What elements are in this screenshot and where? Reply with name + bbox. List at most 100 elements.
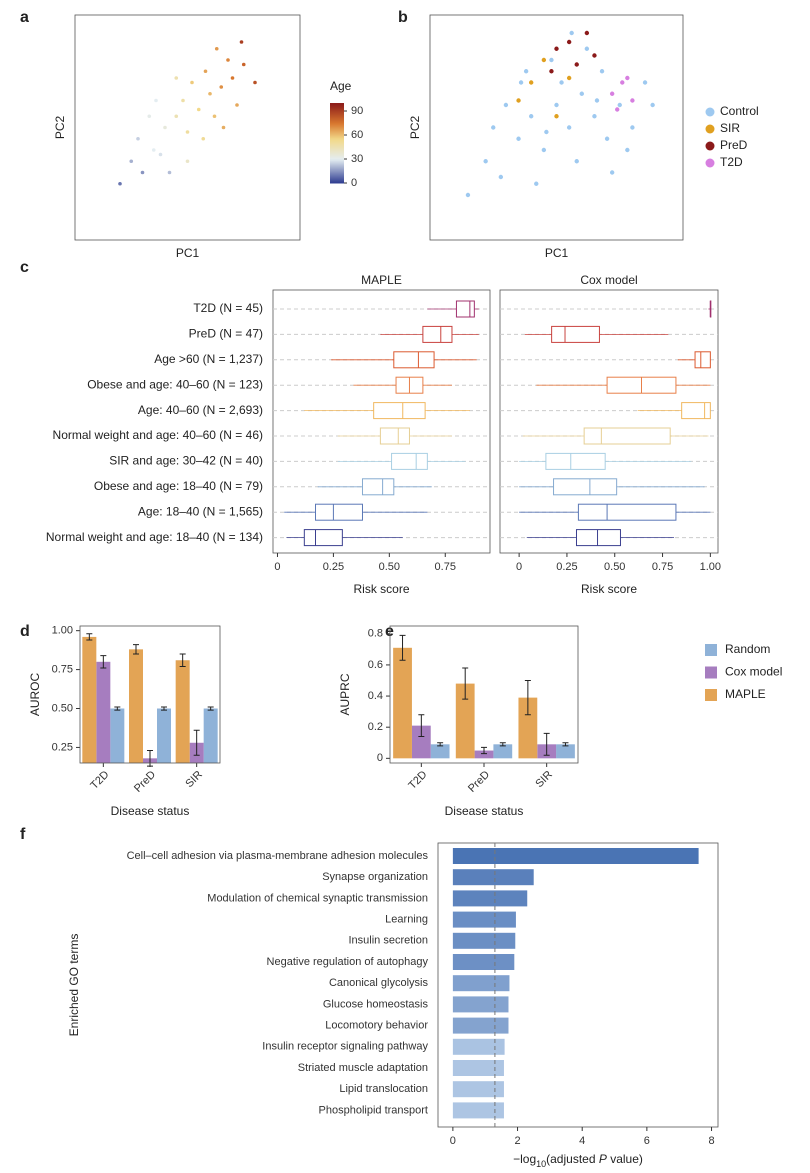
y-tick-label: 0.75 (52, 663, 73, 675)
category-label: PreD (N = 47) (189, 327, 263, 341)
y-tick-label: 1.00 (52, 625, 73, 637)
point (642, 80, 648, 85)
legend-swatch (705, 689, 717, 701)
category-label: Phospholipid transport (319, 1104, 428, 1116)
error-bar (481, 746, 487, 755)
colorbar-step (330, 163, 344, 166)
legend-swatch (705, 666, 717, 679)
x-axis-label: Risk score (581, 582, 637, 596)
x-axis-label-part: (adjusted (546, 1152, 599, 1166)
point (566, 125, 572, 130)
category-label: Glucose homeostasis (323, 998, 429, 1010)
x-tick-label: 0.25 (556, 561, 577, 573)
point (541, 57, 547, 63)
colorbar-step (330, 171, 344, 174)
bar (452, 975, 510, 992)
error-bar (133, 644, 139, 655)
bar (110, 708, 125, 763)
colorbar-title: Age (330, 79, 352, 93)
point (163, 125, 167, 130)
bar (455, 683, 475, 759)
colorbar-step (330, 139, 344, 142)
category-label: T2D (N = 45) (193, 301, 263, 315)
point (214, 46, 219, 51)
category-label: Normal weight and age: 18–40 (N = 134) (46, 530, 263, 544)
colorbar-step (330, 173, 344, 176)
colorbar-step (330, 157, 344, 160)
legend-label: Control (720, 104, 759, 118)
point (584, 46, 590, 51)
point (203, 69, 208, 74)
x-axis-label: PC1 (545, 246, 569, 260)
y-axis-label: Enriched GO terms (67, 934, 81, 1037)
bar (452, 1102, 504, 1119)
x-tick-label: 0 (450, 1135, 456, 1147)
bar (411, 725, 431, 759)
category-label: Age >60 (N = 1,237) (154, 352, 263, 366)
bar (129, 649, 143, 763)
point (226, 58, 230, 62)
box (575, 529, 621, 547)
colorbar-step (330, 133, 344, 136)
panel-title: Cox model (580, 273, 637, 287)
point (541, 147, 547, 153)
point (574, 62, 579, 67)
panel-letter: c (20, 259, 29, 276)
bar (452, 1038, 505, 1055)
point (569, 30, 574, 36)
colorbar-step (330, 115, 344, 118)
point (630, 98, 635, 103)
colorbar-tick-label: 0 (351, 177, 357, 189)
point (208, 91, 212, 96)
point (185, 130, 190, 134)
point (615, 107, 620, 112)
bar (452, 1081, 504, 1098)
box (583, 427, 671, 445)
colorbar-step (330, 103, 344, 106)
error-bar (100, 655, 107, 669)
legend-swatch (705, 158, 715, 168)
colorbar-step (330, 151, 344, 154)
bar (474, 750, 494, 759)
colorbar-step (330, 175, 344, 178)
legend-label: PreD (720, 138, 748, 152)
bar (452, 1017, 509, 1034)
error-bar (179, 653, 186, 667)
point (584, 30, 590, 36)
bar (452, 911, 516, 928)
point (604, 136, 610, 141)
point (151, 148, 156, 152)
point (554, 102, 559, 108)
point (167, 170, 172, 175)
colorbar-step (330, 125, 344, 128)
error-bar (114, 706, 121, 711)
box (545, 452, 606, 470)
point (620, 80, 625, 85)
point (625, 147, 630, 153)
box (694, 351, 711, 369)
category-label: SIR and age: 30–42 (N = 40) (109, 454, 263, 468)
colorbar-step (330, 147, 344, 150)
plot-frame (437, 842, 719, 1128)
box (373, 402, 426, 420)
point (516, 98, 521, 103)
colorbar-step (330, 117, 344, 120)
x-tick-label: 6 (644, 1135, 650, 1147)
box (303, 529, 343, 547)
category-label: Locomotory behavior (325, 1020, 428, 1032)
x-axis-label: −log10(adjusted P value) (513, 1152, 643, 1169)
panel-letter: d (20, 623, 30, 640)
y-tick-label: 0.6 (368, 659, 383, 671)
point (498, 174, 504, 180)
bar (452, 954, 515, 970)
plot-frame (79, 625, 221, 764)
point (196, 107, 201, 112)
colorbar-step (330, 119, 344, 122)
box (551, 325, 600, 343)
point (118, 181, 122, 186)
point (181, 98, 185, 103)
panel-letter: e (385, 623, 394, 640)
box (379, 427, 410, 445)
category-label: Learning (385, 914, 428, 926)
category-label: Insulin receptor signaling pathway (262, 1041, 428, 1053)
